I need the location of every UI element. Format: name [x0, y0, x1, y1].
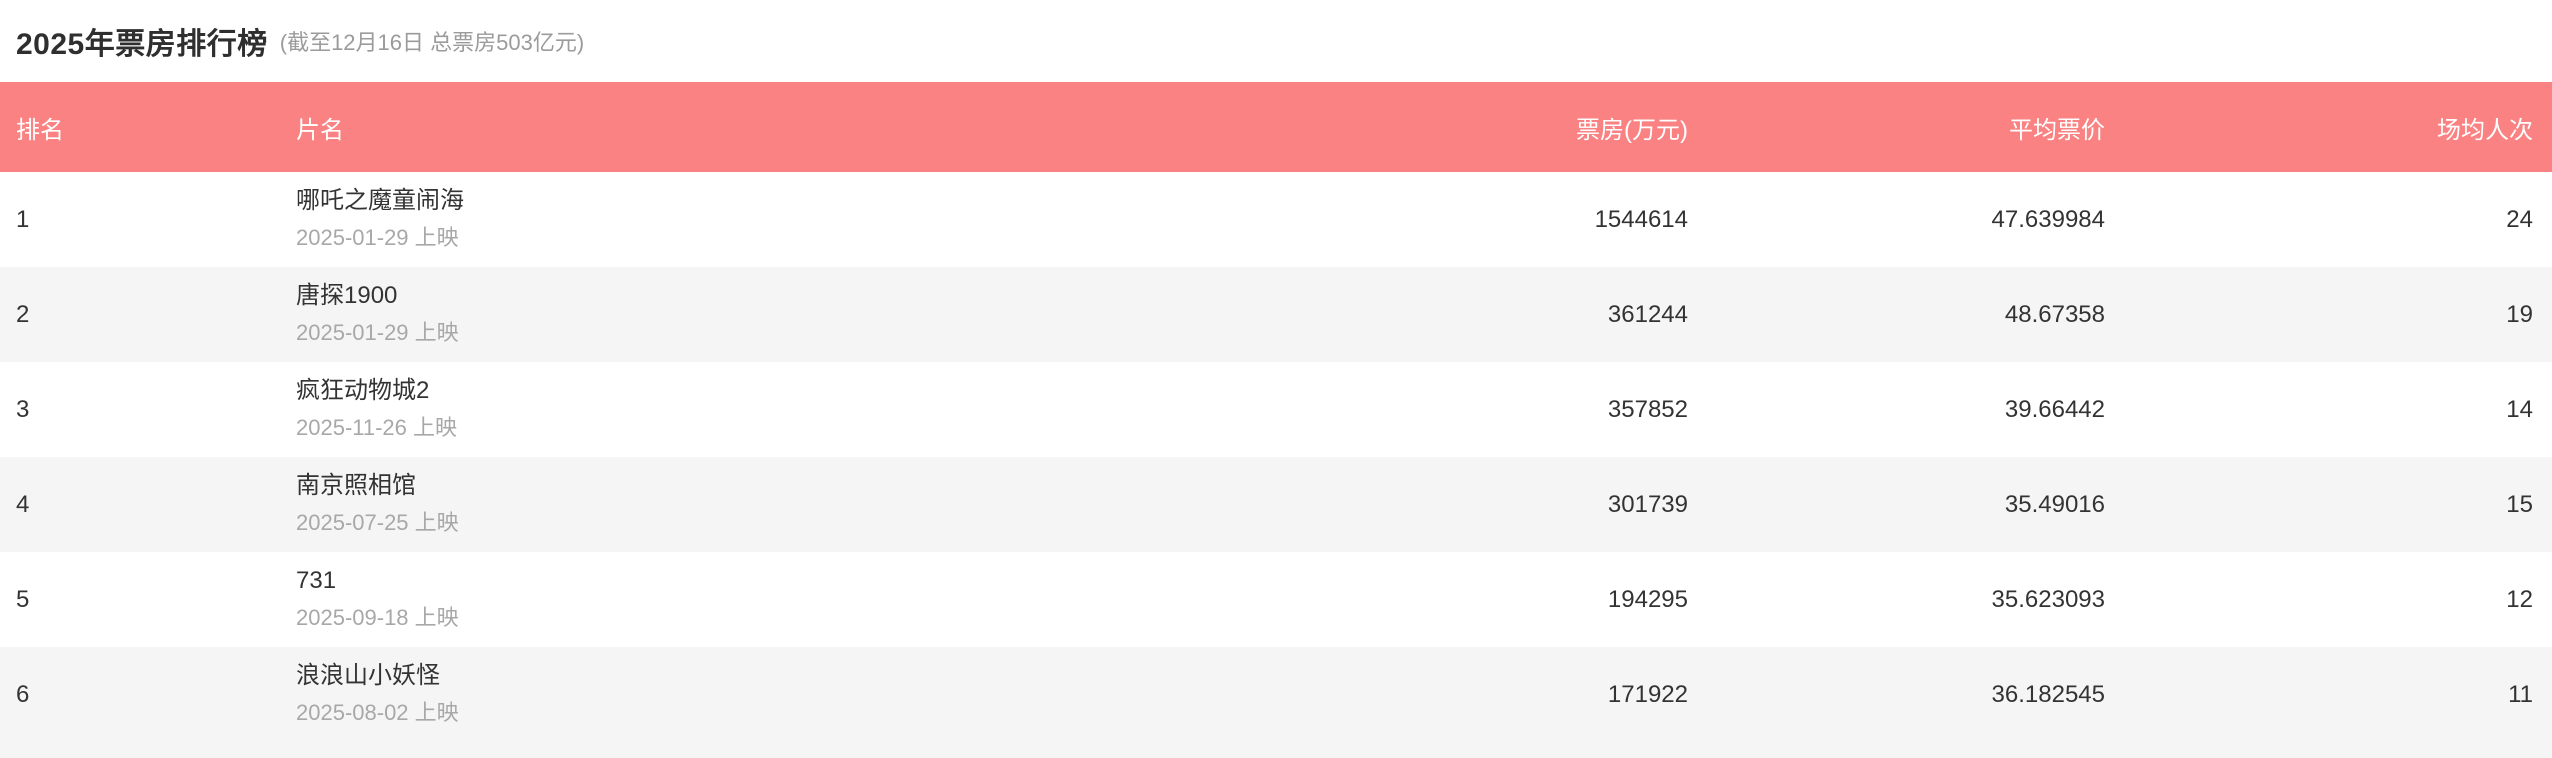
- release-date: 2025-01-29 上映: [296, 225, 459, 251]
- release-date: 2025-01-29 上映: [296, 320, 459, 346]
- avg-attendance-value: 24: [2506, 205, 2533, 233]
- movie-name: 731: [296, 567, 337, 595]
- column-header-rank: 排名: [16, 116, 64, 144]
- movie-cell: 731 2025-09-18 上映: [280, 567, 1288, 631]
- page-header: 2025年票房排行榜 (截至12月16日 总票房503亿元): [0, 0, 2552, 82]
- avg-attendance-value: 11: [2508, 680, 2533, 708]
- column-header-box-office: 票房(万元): [1576, 116, 1688, 144]
- movie-name: 疯狂动物城2: [296, 377, 430, 405]
- movie-name: 南京照相馆: [296, 472, 416, 500]
- release-date: 2025-11-26 上映: [296, 415, 458, 441]
- table-row: 1 哪吒之魔童闹海 2025-01-29 上映 1544614 47.63998…: [0, 172, 2552, 267]
- ranking-table: 排名 片名 票房(万元) 平均票价 场均人次 1 哪吒之魔童闹海 2025-01…: [0, 82, 2552, 758]
- release-date: 2025-07-25 上映: [296, 510, 459, 536]
- table-row: 5 731 2025-09-18 上映 194295 35.623093 12: [0, 552, 2552, 647]
- column-header-avg-attendance: 场均人次: [2437, 116, 2533, 144]
- page-title: 2025年票房排行榜: [16, 28, 268, 61]
- avg-price-value: 48.67358: [2004, 300, 2105, 328]
- page-subtitle: (截至12月16日 总票房503亿元): [279, 30, 585, 55]
- rank-cell: 5: [16, 585, 30, 613]
- movie-cell: 疯狂动物城2 2025-11-26 上映: [280, 377, 1288, 441]
- avg-attendance-value: 15: [2506, 490, 2533, 518]
- movie-name: 哪吒之魔童闹海: [296, 187, 464, 215]
- avg-price-value: 36.182545: [1991, 680, 2105, 708]
- rank-cell: 3: [16, 395, 30, 423]
- box-office-value: 357852: [1607, 395, 1688, 423]
- avg-attendance-value: 12: [2506, 585, 2533, 613]
- avg-attendance-value: 19: [2506, 300, 2533, 328]
- table-header-row: 排名 片名 票房(万元) 平均票价 场均人次: [0, 82, 2552, 172]
- movie-cell: 哪吒之魔童闹海 2025-01-29 上映: [280, 187, 1288, 251]
- rank-cell: 2: [16, 300, 30, 328]
- movie-cell: 南京照相馆 2025-07-25 上映: [280, 472, 1288, 536]
- box-office-value: 361244: [1607, 300, 1688, 328]
- box-office-value: 1544614: [1594, 205, 1688, 233]
- release-date: 2025-08-02 上映: [296, 700, 459, 726]
- rank-cell: 1: [16, 205, 30, 233]
- box-office-value: 171922: [1607, 680, 1688, 708]
- column-header-avg-price: 平均票价: [2009, 116, 2105, 144]
- box-office-value: 194295: [1607, 585, 1688, 613]
- movie-cell: 唐探1900 2025-01-29 上映: [280, 282, 1288, 346]
- release-date: 2025-09-18 上映: [296, 605, 459, 631]
- rank-cell: 4: [16, 490, 30, 518]
- movie-name: 浪浪山小妖怪: [296, 662, 440, 690]
- movie-name: 唐探1900: [296, 282, 398, 310]
- rank-cell: 6: [16, 680, 30, 708]
- column-header-title: 片名: [296, 116, 344, 144]
- table-row: 3 疯狂动物城2 2025-11-26 上映 357852 39.66442 1…: [0, 362, 2552, 457]
- box-office-value: 301739: [1607, 490, 1688, 518]
- avg-price-value: 39.66442: [2004, 395, 2105, 423]
- table-row: 2 唐探1900 2025-01-29 上映 361244 48.67358 1…: [0, 267, 2552, 362]
- table-row: 6 浪浪山小妖怪 2025-08-02 上映 171922 36.182545 …: [0, 647, 2552, 758]
- avg-price-value: 35.49016: [2004, 490, 2105, 518]
- avg-price-value: 35.623093: [1991, 585, 2105, 613]
- avg-price-value: 47.639984: [1991, 205, 2105, 233]
- movie-cell: 浪浪山小妖怪 2025-08-02 上映: [280, 662, 1288, 726]
- table-row: 4 南京照相馆 2025-07-25 上映 301739 35.49016 15: [0, 457, 2552, 552]
- avg-attendance-value: 14: [2506, 395, 2533, 423]
